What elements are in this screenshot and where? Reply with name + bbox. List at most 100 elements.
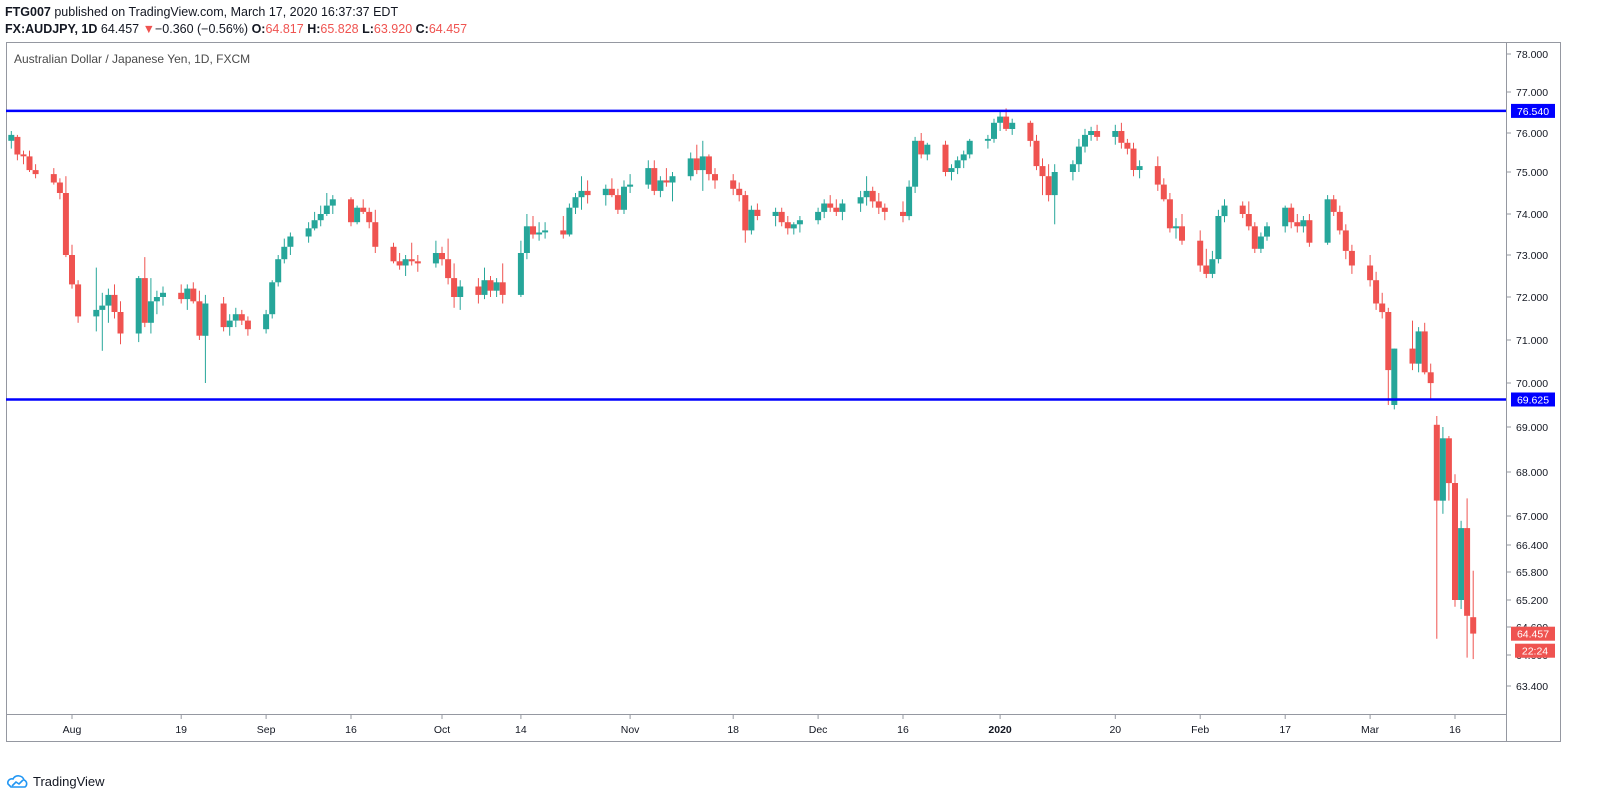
candle[interactable] [1367,255,1374,287]
candle[interactable] [439,246,445,266]
candle[interactable] [457,280,464,310]
candle[interactable] [160,286,166,306]
candle[interactable] [1215,209,1222,264]
candle[interactable] [657,176,664,198]
candle[interactable] [1348,244,1355,274]
candle[interactable] [542,222,549,239]
candle[interactable] [857,190,864,212]
candle[interactable] [536,222,543,241]
candle[interactable] [778,207,785,227]
candle[interactable] [1470,570,1477,660]
candle[interactable] [572,193,579,214]
candle[interactable] [1300,216,1307,233]
candle[interactable] [948,164,955,181]
candle[interactable] [281,238,288,264]
candle[interactable] [1239,201,1246,219]
candle[interactable] [1415,327,1422,373]
candle[interactable] [578,176,585,210]
candle[interactable] [487,276,494,297]
candle[interactable] [287,232,294,256]
candle[interactable] [517,240,524,297]
tradingview-brand[interactable]: TradingView [33,774,105,789]
candle[interactable] [493,278,500,297]
publisher-name[interactable]: FTG007 [5,5,51,19]
candle[interactable] [190,282,197,304]
candle[interactable] [1245,201,1252,231]
candle[interactable] [984,134,991,149]
candle[interactable] [1427,363,1434,399]
candle[interactable] [663,168,670,187]
candle[interactable] [153,290,160,315]
candle[interactable] [1173,218,1179,239]
candle[interactable] [1464,498,1471,658]
candle[interactable] [991,118,997,143]
candle[interactable] [111,284,118,319]
candle[interactable] [602,184,609,206]
candle[interactable] [26,150,33,172]
candle[interactable] [621,180,627,214]
candle[interactable] [1051,164,1058,225]
candle[interactable] [1336,205,1343,235]
candle[interactable] [796,216,803,233]
candle[interactable] [1324,195,1331,245]
candle[interactable] [863,176,870,206]
candle[interactable] [390,242,397,264]
candle[interactable] [960,150,967,169]
candle[interactable] [560,216,567,239]
candle[interactable] [906,180,913,221]
candle[interactable] [1160,178,1167,202]
candle[interactable] [1088,126,1095,141]
candle[interactable] [1257,232,1264,254]
candle[interactable] [1330,195,1337,216]
candle[interactable] [1264,222,1270,241]
candle[interactable] [699,140,706,191]
candle[interactable] [408,242,415,266]
candle[interactable] [1039,158,1046,196]
candle[interactable] [1009,118,1016,135]
candle[interactable] [1154,156,1161,191]
candle[interactable] [14,134,21,161]
candle[interactable] [481,267,488,300]
candle[interactable] [50,168,57,185]
candle[interactable] [608,178,615,198]
candle[interactable] [1112,124,1119,145]
candle[interactable] [530,216,536,239]
candle[interactable] [742,190,749,243]
candle[interactable] [821,199,828,219]
candle[interactable] [584,180,591,204]
candle[interactable] [32,164,39,179]
candle[interactable] [244,316,251,336]
candle[interactable] [263,309,270,334]
candle[interactable] [839,199,846,221]
candle[interactable] [669,172,676,202]
candle[interactable] [772,207,779,227]
candle[interactable] [1306,214,1313,247]
candle[interactable] [329,195,336,214]
candle[interactable] [1439,427,1446,514]
candle[interactable] [924,142,931,161]
candle[interactable] [402,255,409,276]
candle[interactable] [117,301,124,345]
candle[interactable] [196,290,203,340]
candle[interactable] [1136,160,1143,179]
candle[interactable] [1288,203,1295,229]
candle[interactable] [705,154,712,181]
candle[interactable] [451,263,458,308]
candle[interactable] [147,278,154,334]
candle[interactable] [523,214,530,260]
candle[interactable] [833,199,840,216]
candle[interactable] [56,178,63,200]
candle[interactable] [997,110,1004,132]
candle[interactable] [736,182,743,202]
candle[interactable] [432,240,439,268]
candle[interactable] [712,168,718,189]
candle[interactable] [414,255,421,272]
candle[interactable] [1082,128,1088,153]
candle[interactable] [693,144,700,175]
time-axis[interactable]: Aug 19 Sep 16 Oct 14 Nov 18 Dec 16 2020 20 Feb 17 Mar 1… [63,714,1461,736]
candle[interactable] [396,253,403,270]
candle[interactable] [1069,160,1076,181]
candle[interactable] [1027,120,1034,147]
candle[interactable] [311,211,318,231]
